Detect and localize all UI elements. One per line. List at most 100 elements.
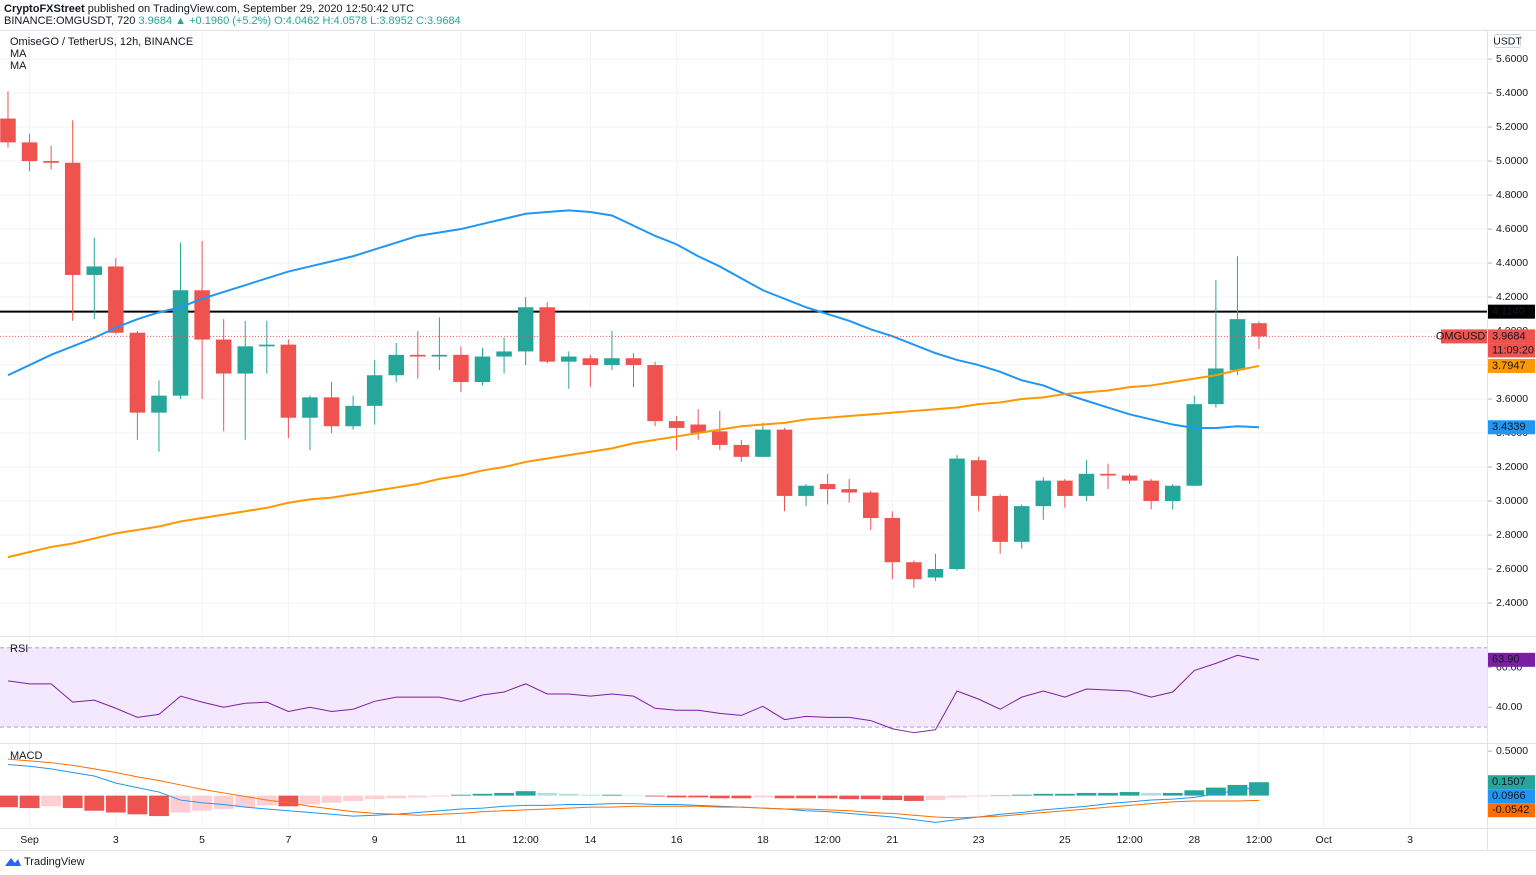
- ma-legend: MA: [10, 48, 27, 60]
- candle-body: [712, 431, 728, 445]
- y-tick-label: 4.8000: [1496, 189, 1528, 201]
- author: CryptoFXStreet: [4, 3, 85, 15]
- x-tick-label: 14: [585, 834, 597, 846]
- histogram-bar: [41, 795, 62, 807]
- macd-value-label: -0.0542: [1492, 804, 1529, 816]
- candle-body: [129, 332, 146, 413]
- candle-body: [323, 397, 340, 427]
- candle-body: [237, 346, 254, 374]
- candle-body: [496, 351, 512, 357]
- candle-body: [259, 344, 275, 347]
- last-price-label: 3.9684: [1492, 330, 1526, 342]
- ma-value-label-box: [1488, 420, 1535, 435]
- histogram-bar: [925, 795, 946, 801]
- candle-body: [1057, 480, 1073, 496]
- quote-line: BINANCE:OMGUSDT, 720 3.9684 ▲ +0.1960 (+…: [4, 15, 461, 27]
- candle-body: [1013, 506, 1030, 542]
- histogram-bar: [127, 795, 148, 815]
- histogram-bar: [602, 794, 622, 796]
- candle-body: [517, 307, 534, 352]
- level-label: 4.1140: [1492, 306, 1525, 318]
- histogram-bar: [1076, 792, 1097, 796]
- histogram-bar: [623, 795, 644, 797]
- y-tick-label: 3.2000: [1496, 461, 1528, 473]
- histogram-bar: [1054, 793, 1075, 796]
- histogram-bar: [817, 795, 838, 799]
- candle-body: [733, 444, 750, 457]
- candle-body: [474, 356, 491, 383]
- candle-body: [755, 429, 771, 457]
- candle-body: [0, 118, 16, 143]
- candle-body: [884, 518, 901, 563]
- price-axis: Sep 3 5 7 9 11 12:00 14 16 18 12:00 21 23 25 12:00 28 12…: [20, 53, 1535, 846]
- histogram-bar: [580, 794, 601, 796]
- y-tick-label: 4.6000: [1496, 223, 1528, 235]
- histogram-bar: [321, 795, 342, 803]
- y-tick-label: 40.00: [1496, 701, 1522, 713]
- histogram-bar: [860, 795, 881, 800]
- histogram-bar: [1184, 790, 1205, 796]
- rsi-line: [7, 654, 1260, 734]
- logo-icon: [5, 858, 21, 866]
- histogram-bar: [472, 793, 493, 796]
- rsi-value-label-box: [1488, 652, 1535, 667]
- macd-line: [7, 758, 1260, 819]
- candle-body: [992, 495, 1008, 542]
- x-tick-label: 3: [113, 834, 119, 846]
- candle-body: [798, 485, 814, 496]
- histogram-bar: [1162, 792, 1183, 796]
- y-tick-label: 5.6000: [1496, 53, 1528, 65]
- candle-body: [86, 266, 103, 275]
- unit: USDT: [1493, 35, 1522, 47]
- candle-body: [625, 358, 642, 366]
- y-tick-label: 4.2000: [1496, 291, 1528, 303]
- macd-title: MACD: [10, 750, 42, 762]
- histogram-bar: [968, 795, 989, 797]
- histogram-bar: [990, 795, 1011, 797]
- macd-value-label-box: [1488, 803, 1535, 818]
- candle-body: [1164, 485, 1181, 502]
- histogram-bar: [278, 795, 299, 807]
- macd-value-label: 0.1507: [1492, 776, 1526, 788]
- candle-body: [215, 339, 232, 374]
- main-title: OmiseGO / TetherUS, 12h, BINANCE: [10, 36, 193, 48]
- candle-body: [647, 365, 663, 422]
- histogram-bar: [19, 795, 40, 809]
- x-tick-label: 18: [757, 834, 769, 846]
- x-tick-label: Oct: [1316, 834, 1332, 846]
- candle-body: [949, 458, 965, 570]
- ma-value-label: 3.4339: [1492, 421, 1526, 433]
- histogram-bar: [300, 795, 320, 805]
- candle-body: [108, 266, 124, 333]
- histogram-bar: [774, 795, 795, 799]
- candle-body: [1078, 473, 1095, 496]
- candle-body: [1229, 319, 1246, 371]
- histogram-bar: [903, 795, 924, 801]
- candle-body: [194, 290, 210, 340]
- x-tick-label: 5: [199, 834, 205, 846]
- candle-body: [280, 344, 297, 418]
- rsi-band: [0, 647, 1487, 728]
- histogram-bar: [213, 795, 234, 809]
- y-tick-label: 2.8000: [1496, 529, 1528, 541]
- x-tick-label: 12:00: [513, 834, 539, 846]
- y-tick-label: 2.6000: [1496, 563, 1528, 575]
- x-tick-label: 23: [973, 834, 985, 846]
- candle-body: [561, 356, 577, 362]
- candle-body: [1100, 473, 1116, 476]
- level-label-box: [1488, 304, 1535, 319]
- candle-body: [151, 395, 167, 413]
- y-tick-label: 3.0000: [1496, 495, 1528, 507]
- y-tick-label: 5.0000: [1496, 155, 1528, 167]
- last-price-label-box: [1488, 329, 1535, 344]
- histogram-bar: [84, 795, 105, 811]
- ma-legend: MA: [10, 60, 27, 72]
- candle-body: [604, 358, 620, 366]
- ma-value-label-box: [1488, 358, 1535, 373]
- brand: TradingView: [24, 856, 85, 868]
- candle-body: [776, 429, 793, 496]
- histogram-bar: [429, 795, 450, 797]
- histogram-bar: [731, 795, 752, 799]
- ohlc: O:4.0462 H:4.0578 L:3.8952 C:3.9684: [274, 15, 461, 27]
- histogram-bar: [364, 795, 385, 800]
